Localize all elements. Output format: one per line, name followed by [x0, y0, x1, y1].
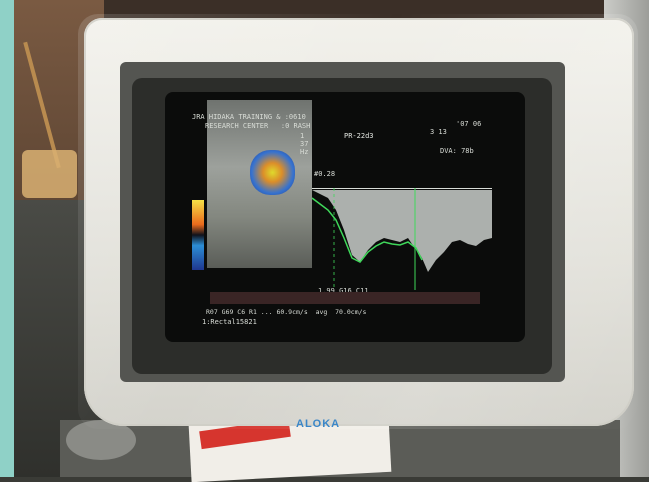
right-mid-readout: 3 13: [430, 128, 447, 136]
velocity-scale: #0.28: [314, 170, 336, 178]
doppler-spectrum: [312, 188, 492, 290]
left-small-3: Hz: [300, 148, 309, 156]
brand-logo: ALOKA: [296, 418, 341, 430]
bottom-label: 1:Rectal15821: [202, 318, 257, 326]
measurement-line: R07 G69 C6 R1 ... 60.9cm/s avg 70.0cm/s: [206, 308, 367, 316]
right-top-readout: '07 06: [456, 120, 482, 128]
color-doppler-region: [250, 150, 295, 195]
background-left-strip: [0, 0, 14, 477]
spectrum-baseline: [312, 188, 492, 189]
background-top: [104, 0, 604, 18]
dustpan: [22, 150, 77, 198]
dva-readout: DVA: 78b: [440, 147, 474, 155]
round-object: [66, 420, 136, 460]
mode-label: PR-22d3: [344, 132, 374, 140]
header-line-1: JRA HIDAKA TRAINING & :0610: [192, 113, 306, 121]
left-small-2: 37: [300, 140, 309, 148]
left-small-1: 1: [300, 132, 305, 140]
depth-readout: 1.99 G16 C11: [318, 287, 369, 295]
color-scale-bar: [192, 200, 204, 270]
header-line-2: RESEARCH CENTER :0 RASH: [205, 122, 311, 130]
measurement-bar: [210, 292, 480, 304]
